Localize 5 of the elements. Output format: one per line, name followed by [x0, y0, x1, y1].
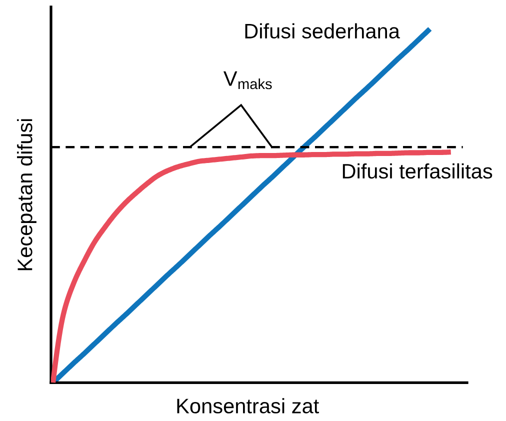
x-axis-title: Konsentrasi zat [177, 398, 319, 414]
y-axis-title: Kecepatan difusi [17, 119, 36, 270]
ref-line-label: V$_{maks}$ [223, 71, 272, 90]
series-label: Difusi terfasilitas [342, 163, 492, 179]
series-label: Difusi sederhana [245, 23, 400, 39]
